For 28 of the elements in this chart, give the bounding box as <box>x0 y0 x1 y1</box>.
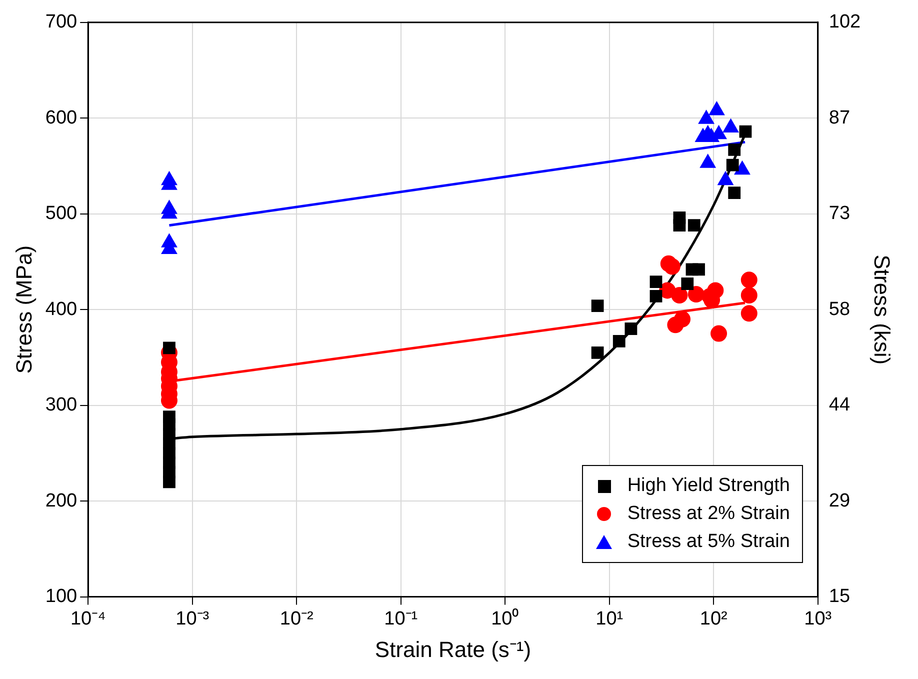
y2-axis-title: Stress (ksi) <box>870 254 895 365</box>
y-tick-label: 200 <box>45 490 78 512</box>
y2-tick-label: 29 <box>828 490 850 512</box>
x-tick-label: 10⁻¹ <box>384 608 418 630</box>
y2-tick-label: 15 <box>828 586 850 608</box>
x-tick-label: 10⁻⁴ <box>70 608 106 630</box>
x-tick-label: 10¹ <box>596 608 624 630</box>
y-tick-label: 500 <box>45 203 78 224</box>
x-tick-label: 10² <box>700 608 728 630</box>
x-tick-label: 10⁰ <box>491 607 520 630</box>
y-tick-label: 600 <box>45 107 78 128</box>
y-tick-label: 100 <box>45 586 78 608</box>
x-tick-label: 10⁻² <box>280 608 314 630</box>
x-tick-label: 10³ <box>804 608 832 630</box>
legend-label: High Yield Strength <box>627 474 790 498</box>
y-axis-title: Stress (MPa) <box>11 245 36 374</box>
y-tick-label: 400 <box>45 298 78 320</box>
y2-tick-label: 58 <box>828 298 850 320</box>
x-axis-title: Strain Rate (s⁻¹) <box>374 636 532 662</box>
y-tick-label: 300 <box>45 394 78 416</box>
y2-tick-label: 44 <box>828 394 850 416</box>
y2-tick-label: 73 <box>828 203 850 224</box>
legend-label: Stress at 2% Strain <box>627 502 790 526</box>
x-tick-label: 10⁻³ <box>176 608 210 630</box>
y2-tick-label: 102 <box>828 12 861 33</box>
legend-label: Stress at 5% Strain <box>627 530 790 554</box>
y-tick-label: 700 <box>45 12 78 33</box>
y2-tick-label: 87 <box>828 107 850 128</box>
